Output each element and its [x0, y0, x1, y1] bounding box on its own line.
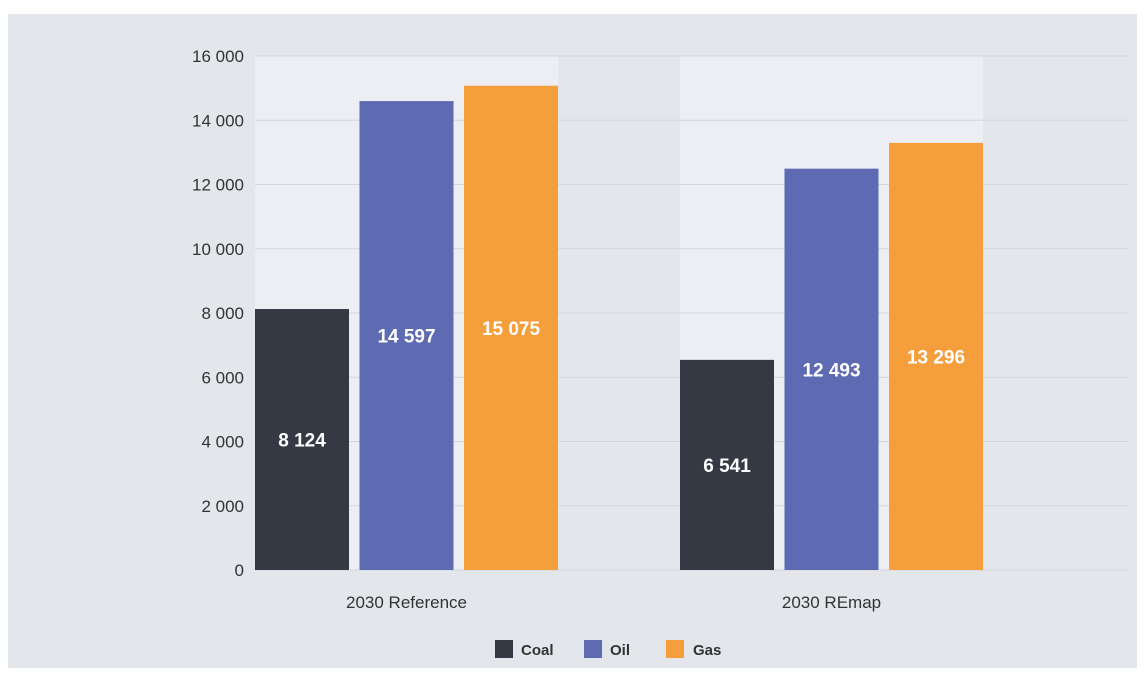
- legend-label-coal: Coal: [521, 642, 554, 659]
- legend: Coal Oil Gas: [495, 640, 721, 659]
- x-category-label: 2030 Reference: [346, 593, 467, 612]
- y-tick-label: 6 000: [201, 368, 244, 387]
- y-tick-label: 4 000: [201, 433, 244, 452]
- legend-label-oil: Oil: [610, 642, 630, 659]
- y-tick-label: 14 000: [192, 111, 244, 130]
- x-category-label: 2030 REmap: [782, 593, 881, 612]
- y-tick-label: 12 000: [192, 176, 244, 195]
- legend-label-gas: Gas: [693, 642, 721, 659]
- legend-swatch-coal: [495, 640, 513, 658]
- data-label-oil: 12 493: [802, 360, 860, 381]
- y-tick-label: 0: [235, 561, 244, 580]
- bar-coal: [680, 359, 774, 570]
- bar-oil: [784, 168, 879, 571]
- bar-gas: [464, 85, 558, 570]
- y-tick-label: 2 000: [201, 497, 244, 516]
- bar-coal: [255, 309, 349, 570]
- bar-gas: [889, 142, 983, 570]
- bar-oil: [359, 101, 454, 570]
- data-label-coal: 8 124: [278, 431, 326, 452]
- bars: 8 124 14 597 15 075 6 541 12 493 13 296: [255, 85, 983, 571]
- x-axis: 2030 Reference 2030 REmap: [346, 593, 881, 612]
- data-label-coal: 6 541: [703, 456, 751, 477]
- bar-chart: 0 2 000 4 000 6 000 8 000 10 000 12 000 14 000 1…: [192, 47, 1129, 659]
- data-label-gas: 13 296: [907, 347, 965, 368]
- legend-swatch-oil: [584, 640, 602, 658]
- y-tick-label: 10 000: [192, 240, 244, 259]
- data-label-oil: 14 597: [377, 327, 435, 348]
- data-label-gas: 15 075: [482, 319, 541, 340]
- y-axis: 0 2 000 4 000 6 000 8 000 10 000 12 000 14 000 1…: [192, 47, 244, 580]
- y-tick-label: 16 000: [192, 47, 244, 66]
- chart-panel: 0 2 000 4 000 6 000 8 000 10 000 12 000 14 000 1…: [8, 14, 1137, 668]
- legend-swatch-gas: [666, 640, 684, 658]
- y-tick-label: 8 000: [201, 304, 244, 323]
